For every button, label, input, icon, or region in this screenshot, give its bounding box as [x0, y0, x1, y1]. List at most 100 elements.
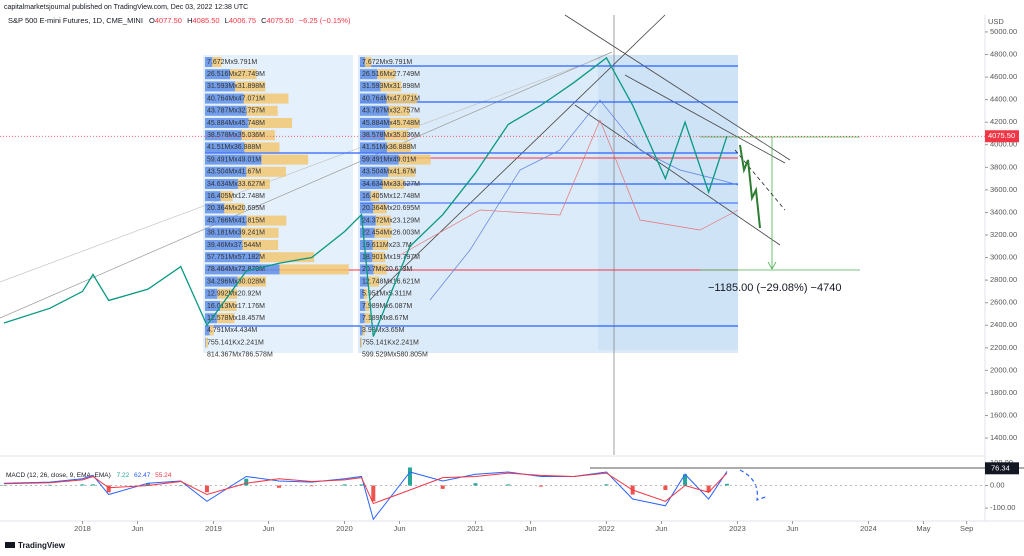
- profile-label: 3.93Mx3.65M: [362, 327, 405, 334]
- profile-down-bar: [244, 142, 280, 153]
- profile-down-bar: [372, 240, 389, 250]
- profile-label: 7.672Mx9.791M: [362, 59, 412, 66]
- histogram-bar: [204, 485, 209, 493]
- profile-up-bar: [205, 215, 247, 226]
- profile-down-bar: [216, 313, 235, 324]
- profile-up-bar: [360, 130, 386, 141]
- y-tick-label: 3000.00: [990, 253, 1017, 262]
- profile-label: 38.578Mx35.036M: [362, 132, 420, 139]
- macd-title: MACD (12, 26, close, 9, EMA, EMA): [6, 472, 111, 479]
- profile-up-bar: [205, 276, 238, 287]
- x-tick-label: Sep: [960, 524, 973, 533]
- currency: USD: [988, 17, 1004, 26]
- profile-down-bar: [373, 264, 387, 275]
- profile-down-bar: [237, 276, 267, 287]
- histogram-bar: [106, 485, 111, 493]
- y-tick-label: 3800.00: [990, 162, 1017, 171]
- profile-up-bar: [205, 325, 210, 336]
- macd-value: 62.47: [134, 472, 151, 479]
- x-tick-label: 2018: [74, 524, 91, 533]
- y-tick-label: -100.00: [990, 503, 1015, 512]
- profile-label: 755.141Kx2.241M: [207, 339, 264, 346]
- profile-total: 599.529Mx580.805M: [362, 352, 428, 359]
- x-tick-label: 2022: [598, 524, 615, 533]
- y-tick-label: 3400.00: [990, 207, 1017, 216]
- histogram-bar: [80, 484, 85, 486]
- macd-value: 55.24: [155, 472, 172, 479]
- profile-label: 34.296Mx30.028M: [207, 278, 265, 285]
- profile-label: 22.454Mx26.003M: [362, 230, 420, 237]
- profile-down-bar: [242, 240, 279, 250]
- ohlc-value: 4075.50: [267, 16, 294, 25]
- y-tick-label: 4800.00: [990, 49, 1017, 58]
- profile-down-bar: [360, 337, 362, 348]
- profile-up-bar: [360, 57, 365, 67]
- drawings: [0, 14, 1024, 501]
- y-tick-label: 4000.00: [990, 140, 1017, 149]
- profile-label: 34.634Mx33.627M: [207, 181, 265, 188]
- y-tick-label: 4400.00: [990, 95, 1017, 104]
- profile-label: 43.504Mx41.67M: [207, 169, 261, 176]
- x-tick-label: 2023: [729, 524, 746, 533]
- profile-up-bar: [360, 154, 399, 165]
- profile-up-bar: [360, 240, 373, 250]
- measure-annotation: −1185.00 (−29.08%) −4740: [708, 282, 841, 294]
- y-tick-label: 1600.00: [990, 410, 1017, 419]
- profile-down-bar: [212, 57, 222, 67]
- profile-down-bar: [261, 154, 309, 165]
- symbol: S&P 500 E-mini Futures, 1D, CME_MINI: [8, 16, 143, 25]
- profile-down-bar: [370, 191, 379, 202]
- profile-up-bar: [360, 325, 363, 336]
- histogram-bar: [90, 484, 95, 486]
- profile-label: 7.189Mx8.67M: [362, 315, 408, 322]
- profile-up-bar: [360, 276, 369, 287]
- profile-label: 16.405Mx12.748M: [362, 193, 420, 200]
- histogram-bar: [371, 485, 376, 502]
- profile-up-bar: [205, 313, 217, 324]
- profile-up-bar: [205, 301, 221, 311]
- profile-down-bar: [377, 69, 396, 80]
- profile-up-bar: [360, 105, 389, 116]
- level-tag-label: 76.34: [991, 463, 1010, 472]
- profile-label: 16.405Mx12.748M: [207, 193, 265, 200]
- profile-label: 38.578Mx35.036M: [207, 132, 265, 139]
- histogram-bar: [604, 484, 609, 486]
- profile-down-bar: [217, 288, 238, 299]
- profile-up-bar: [205, 142, 245, 153]
- profile-down-bar: [224, 203, 245, 214]
- footer-logo: [5, 542, 15, 548]
- profile-label: 31.593Mx31.898M: [362, 83, 420, 90]
- y-tick-label: 1800.00: [990, 388, 1017, 397]
- profile-label: 755.141Kx2.241M: [362, 339, 419, 346]
- profile-down-bar: [375, 215, 391, 226]
- x-tick-label: May: [916, 524, 930, 533]
- profile-label: 43.766Mx41.815M: [207, 217, 265, 224]
- profile-down-bar: [382, 179, 405, 189]
- profile-down-bar: [386, 142, 411, 153]
- profile-down-bar: [235, 81, 266, 92]
- profile-down-bar: [364, 57, 372, 67]
- histogram-bar: [663, 485, 668, 491]
- profile-label: 12.578Mx18.457M: [207, 315, 265, 322]
- profile-total: 814.367Mx786.578M: [207, 352, 273, 359]
- profile-up-bar: [205, 57, 213, 67]
- profile-up-bar: [205, 240, 243, 250]
- profile-label: 45.884Mx45.748M: [207, 120, 265, 127]
- profile-label: 43.787Mx32.757M: [362, 108, 420, 115]
- profile-down-bar: [248, 118, 293, 128]
- histogram-bar: [276, 485, 281, 488]
- profile-up-bar: [360, 69, 378, 80]
- profile-label: 39.46Mx37.544M: [207, 242, 261, 249]
- y-tick-label: 1400.00: [990, 433, 1017, 442]
- profile-label: 59.491Mx49.01M: [207, 156, 261, 163]
- profile-up-bar: [205, 203, 225, 214]
- profile-label: 41.51Mx36.888M: [362, 144, 416, 151]
- symbol-legend: S&P 500 E-mini Futures, 1D, CME_MINI O40…: [8, 16, 351, 25]
- x-tick-label: Jun: [786, 524, 798, 533]
- profile-down-bar: [388, 166, 416, 177]
- x-tick-label: Jun: [655, 524, 667, 533]
- profile-down-bar: [365, 301, 370, 311]
- profile-label: 43.787Mx32.757M: [207, 108, 265, 115]
- profile-label: 26.516Mx27.749M: [207, 71, 265, 78]
- ohlc-key: H: [187, 16, 192, 25]
